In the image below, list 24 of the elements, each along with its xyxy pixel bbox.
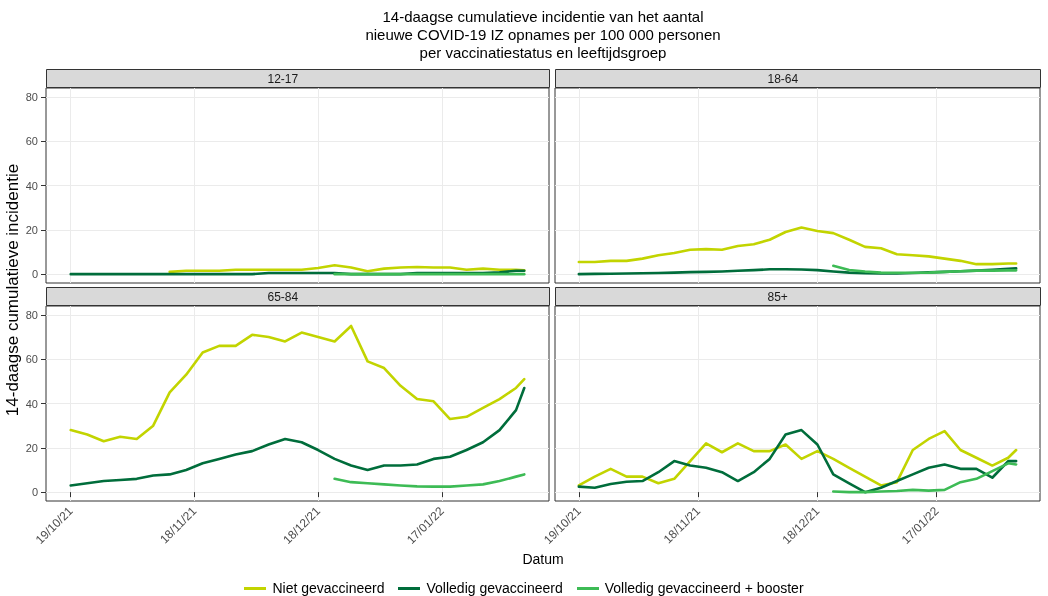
- line-series: [69, 324, 526, 443]
- legend-label: Volledig gevaccineerd + booster: [604, 580, 804, 596]
- legend-label: Volledig gevaccineerd: [426, 580, 563, 596]
- line-series: [69, 386, 526, 487]
- y-tick-label: 40: [25, 179, 38, 192]
- y-axis-title: 14-daagse cumulatieve incidentie: [2, 162, 23, 419]
- y-tick-label: 80: [25, 90, 38, 103]
- chart-subtitle: 18-64: [767, 72, 799, 86]
- line-series: [333, 473, 526, 488]
- y-tick-label: 20: [25, 441, 38, 454]
- y-tick-label: 80: [25, 308, 38, 321]
- x-axis-title: Datum: [521, 551, 565, 567]
- y-tick-label: 0: [31, 486, 38, 499]
- y-tick-label: 60: [25, 353, 38, 366]
- chart-subtitle: 65-84: [267, 290, 299, 304]
- y-tick-label: 0: [31, 268, 38, 281]
- chart-subtitle: 12-17: [267, 72, 299, 86]
- chart-subtitle: 85+: [767, 290, 788, 304]
- line-series: [168, 263, 526, 274]
- y-tick-label: 20: [25, 223, 38, 236]
- y-tick-label: 40: [25, 397, 38, 410]
- y-tick-label: 60: [25, 135, 38, 148]
- chart-title: 14-daagse cumulatieve incidentie van het aantal nieuwe COVID-19 IZ opnames per 100 000 personen per vaccinatiestatus en leeftijdsgroep: [364, 8, 722, 62]
- legend-label: Niet gevaccineerd: [272, 580, 385, 596]
